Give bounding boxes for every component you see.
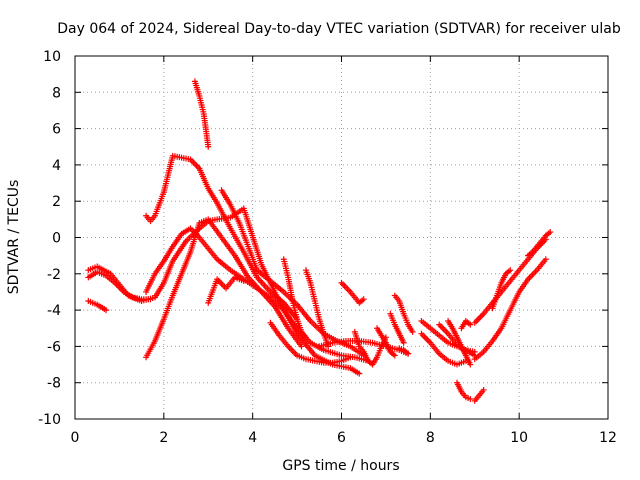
data-point (507, 267, 514, 274)
series-track-aa (471, 256, 549, 363)
data-points (85, 78, 554, 404)
series-track-n (338, 279, 367, 306)
y-tick-label: 2 (52, 194, 61, 210)
axis-ticks: 0 2 4 6 8 10 12 -10 -8 -6 -4 -2 0 2 4 6 8 10 (38, 49, 617, 446)
x-tick-label: 0 (71, 430, 80, 446)
series-track-h (85, 298, 110, 314)
y-axis-label: SDTVAR / TECUs (6, 180, 22, 295)
data-point (467, 321, 474, 328)
series-track-k (280, 256, 309, 341)
series-track-j (267, 319, 354, 366)
y-tick-label: 0 (52, 231, 61, 247)
x-tick-label: 12 (599, 430, 617, 446)
data-point (347, 354, 354, 361)
series-track-a (85, 205, 363, 377)
series-track-u (418, 330, 469, 368)
data-point (467, 361, 474, 368)
series-track-ad (525, 229, 554, 259)
series-track-o (351, 328, 389, 368)
data-point (240, 278, 247, 285)
y-tick-label: 8 (52, 85, 61, 101)
y-tick-label: -2 (47, 267, 61, 283)
data-point (356, 370, 363, 377)
data-point (205, 143, 212, 150)
series-track-x (453, 379, 474, 403)
x-axis-label: GPS time / hours (282, 458, 399, 474)
y-tick-label: -6 (47, 339, 61, 355)
y-tick-label: -4 (47, 303, 61, 319)
data-point (409, 328, 416, 335)
series-track-b (85, 268, 154, 303)
data-point (360, 296, 367, 303)
data-point (302, 334, 309, 341)
series-track-l (302, 267, 332, 350)
y-tick-label: 4 (52, 158, 61, 174)
y-tick-label: -8 (47, 376, 61, 392)
x-tick-label: 4 (248, 430, 257, 446)
data-point (391, 352, 398, 359)
series-track-q (391, 292, 416, 335)
x-tick-label: 8 (426, 430, 435, 446)
series-track-w (445, 317, 474, 368)
series-track-ac (489, 267, 514, 312)
series-track-s (396, 345, 412, 357)
data-point (542, 256, 549, 263)
data-point (405, 350, 412, 357)
y-tick-label: 6 (52, 122, 61, 138)
plot-frame (74, 55, 609, 420)
chart-title: Day 064 of 2024, Sidereal Day-to-day VTE… (57, 21, 621, 37)
series-track-f (191, 78, 212, 150)
data-point (147, 296, 154, 303)
series-track-i (205, 274, 247, 306)
x-tick-label: 6 (337, 430, 346, 446)
series-track-p (374, 325, 398, 359)
data-point (400, 339, 407, 346)
series-track-z (458, 317, 474, 332)
series-track-e (143, 152, 301, 323)
data-point (467, 396, 474, 403)
y-tick-label: -10 (38, 412, 61, 428)
series-track-y (471, 386, 487, 404)
x-tick-label: 10 (510, 430, 528, 446)
data-point (103, 307, 110, 314)
x-tick-label: 2 (159, 430, 168, 446)
series-track-r (387, 310, 407, 346)
data-point (547, 229, 554, 236)
data-point (480, 386, 487, 393)
data-point (298, 343, 305, 350)
y-tick-label: 10 (43, 49, 61, 65)
